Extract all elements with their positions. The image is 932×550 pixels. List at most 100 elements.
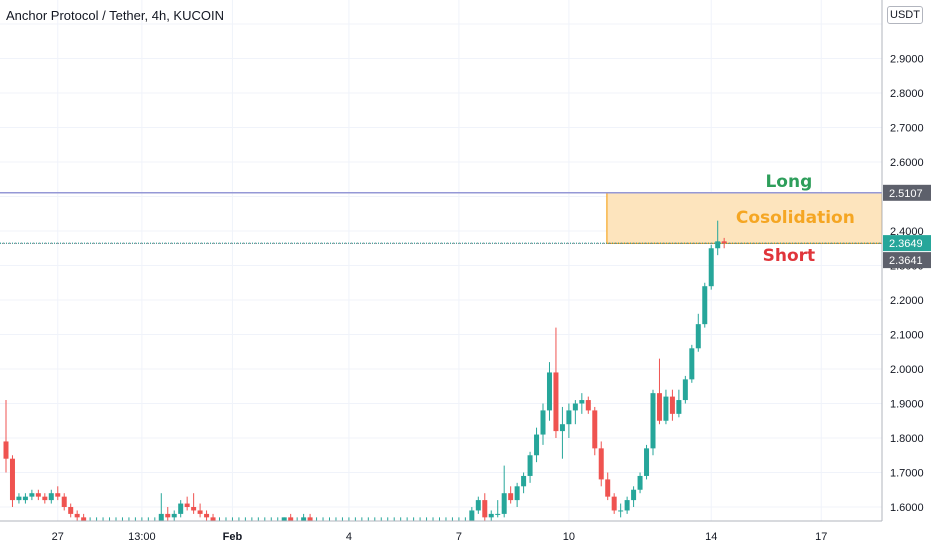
candle-body xyxy=(721,241,727,244)
price-tag-resistance-bg xyxy=(883,184,931,201)
candle-body xyxy=(197,510,203,514)
candle-body xyxy=(656,393,662,421)
x-tick-label: 17 xyxy=(815,531,827,543)
candle-body xyxy=(501,493,507,514)
candle-body xyxy=(81,517,87,521)
candle-body xyxy=(702,286,708,325)
candle-body xyxy=(585,400,591,411)
candle-body xyxy=(22,496,28,501)
candle-body xyxy=(611,496,617,511)
candle-body xyxy=(74,513,80,518)
candle-body xyxy=(663,396,669,421)
candle-body xyxy=(171,513,177,518)
candle-body xyxy=(204,513,210,518)
price-tag-current: 2.3649 xyxy=(889,238,923,250)
candle-body xyxy=(9,458,15,501)
candle-body xyxy=(592,410,598,449)
candle-body xyxy=(559,424,565,432)
candle-body xyxy=(475,500,481,511)
candle-body xyxy=(650,393,656,449)
annotation-cosolidation: Cosolidation xyxy=(736,208,855,228)
x-tick-label: 14 xyxy=(705,531,717,543)
candle-body xyxy=(482,500,488,518)
candle-body xyxy=(3,441,9,459)
candle-body xyxy=(281,517,287,521)
candle-body xyxy=(210,517,216,521)
candle-body xyxy=(165,513,171,518)
candle-body xyxy=(16,496,22,501)
candle-body xyxy=(61,496,67,507)
x-tick-label: 10 xyxy=(563,531,575,543)
candle-body xyxy=(191,507,197,511)
candle-body xyxy=(29,493,35,497)
candle-body xyxy=(676,400,682,414)
x-tick-label: 4 xyxy=(346,531,352,543)
candle-body xyxy=(631,489,637,501)
y-tick-label: 2.0000 xyxy=(890,364,924,376)
annotation-short: Short xyxy=(763,246,816,266)
candle-body xyxy=(35,493,41,497)
candle-body xyxy=(708,248,714,287)
candle-body xyxy=(644,448,650,476)
candle-body xyxy=(566,410,572,425)
annotation-long: Long xyxy=(765,172,812,192)
candle-body xyxy=(579,400,585,404)
consolidation-zone xyxy=(606,192,883,244)
x-tick-label: 13:00 xyxy=(128,531,156,543)
y-tick-label: 2.1000 xyxy=(890,330,924,342)
candle-body xyxy=(546,372,552,411)
candle-body xyxy=(495,513,501,515)
candle-body xyxy=(527,455,533,476)
candle-body xyxy=(469,510,475,525)
candle-body xyxy=(534,434,540,456)
candle-body xyxy=(55,493,61,497)
candle-body xyxy=(514,486,520,501)
candle-body xyxy=(301,517,307,521)
y-tick-label: 2.6000 xyxy=(890,157,924,169)
chart-title: Anchor Protocol / Tether, 4h, KUCOIN xyxy=(6,8,224,23)
x-tick-label: 27 xyxy=(52,531,64,543)
y-tick-label: 1.7000 xyxy=(890,468,924,480)
candle-body xyxy=(605,479,611,497)
y-tick-label: 2.9000 xyxy=(890,54,924,66)
x-tick-label: 7 xyxy=(456,531,462,543)
y-tick-label: 1.9000 xyxy=(890,399,924,411)
x-tick-label: Feb xyxy=(223,531,243,543)
y-tick-label: 2.2000 xyxy=(890,295,924,307)
candle-body xyxy=(669,396,675,414)
candle-body xyxy=(508,493,514,501)
candle-body xyxy=(689,348,695,380)
y-tick-label: 1.6000 xyxy=(890,502,924,514)
candle-body xyxy=(42,496,48,501)
y-tick-label: 2.8000 xyxy=(890,88,924,100)
price-tag-support-bg xyxy=(883,252,931,269)
candle-body xyxy=(158,513,164,525)
time-axis xyxy=(0,521,932,550)
candle-body xyxy=(540,410,546,435)
candle-body xyxy=(572,403,578,411)
candle-body xyxy=(307,517,313,521)
price-tag-resistance: 2.5107 xyxy=(889,188,923,200)
y-tick-label: 2.7000 xyxy=(890,123,924,135)
candle-body xyxy=(48,493,54,501)
candle-body xyxy=(184,503,190,507)
candle-body xyxy=(68,507,74,514)
candle-body xyxy=(488,513,494,518)
currency-button[interactable]: USDT xyxy=(887,6,923,24)
candle-body xyxy=(521,475,527,487)
candle-body xyxy=(618,510,624,512)
candle-body xyxy=(553,372,559,432)
candle-body xyxy=(682,379,688,401)
candle-body xyxy=(637,475,643,490)
y-tick-label: 2.4000 xyxy=(890,226,924,238)
y-tick-label: 1.8000 xyxy=(890,433,924,445)
price-axis xyxy=(882,0,932,550)
candle-body xyxy=(695,324,701,349)
candle-body xyxy=(598,448,604,480)
candle-body xyxy=(715,241,721,249)
price-tag-current-bg xyxy=(883,235,931,252)
candle-body xyxy=(624,500,630,511)
candle-body xyxy=(178,503,184,514)
